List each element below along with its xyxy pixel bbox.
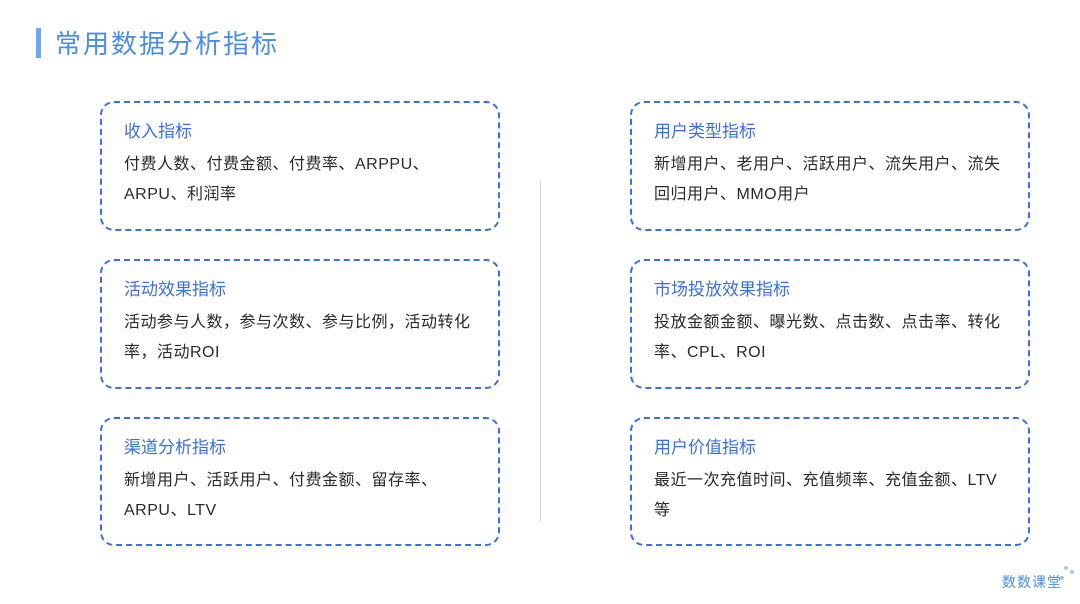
card-title: 用户类型指标 bbox=[654, 117, 1006, 142]
brand-logo: 数数课堂 bbox=[1002, 572, 1062, 592]
card-body: 投放金额金额、曝光数、点击数、点击率、转化率、CPL、ROI bbox=[654, 308, 1006, 369]
card-title: 收入指标 bbox=[124, 117, 476, 142]
title-accent bbox=[36, 28, 41, 58]
card-body: 新增用户、老用户、活跃用户、流失用户、流失回归用户、MMO用户 bbox=[654, 150, 1006, 211]
card-title: 用户价值指标 bbox=[654, 433, 1006, 458]
card-revenue: 收入指标 付费人数、付费金额、付费率、ARPPU、ARPU、利润率 bbox=[100, 101, 500, 231]
card-activity: 活动效果指标 活动参与人数，参与次数、参与比例，活动转化率，活动ROI bbox=[100, 259, 500, 389]
card-user-type: 用户类型指标 新增用户、老用户、活跃用户、流失用户、流失回归用户、MMO用户 bbox=[630, 101, 1030, 231]
card-channel: 渠道分析指标 新增用户、活跃用户、付费金额、留存率、ARPU、LTV bbox=[100, 417, 500, 547]
card-body: 最近一次充值时间、充值频率、充值金额、LTV等 bbox=[654, 466, 1006, 527]
card-body: 付费人数、付费金额、付费率、ARPPU、ARPU、利润率 bbox=[124, 150, 476, 211]
card-user-value: 用户价值指标 最近一次充值时间、充值频率、充值金额、LTV等 bbox=[630, 417, 1030, 547]
card-body: 活动参与人数，参与次数、参与比例，活动转化率，活动ROI bbox=[124, 308, 476, 369]
right-column: 用户类型指标 新增用户、老用户、活跃用户、流失用户、流失回归用户、MMO用户 市… bbox=[630, 101, 1030, 546]
content-area: 收入指标 付费人数、付费金额、付费率、ARPPU、ARPU、利润率 活动效果指标… bbox=[0, 61, 1080, 546]
card-market: 市场投放效果指标 投放金额金额、曝光数、点击数、点击率、转化率、CPL、ROI bbox=[630, 259, 1030, 389]
page-title: 常用数据分析指标 bbox=[55, 24, 279, 61]
card-title: 市场投放效果指标 bbox=[654, 275, 1006, 300]
left-column: 收入指标 付费人数、付费金额、付费率、ARPPU、ARPU、利润率 活动效果指标… bbox=[100, 101, 500, 546]
card-title: 活动效果指标 bbox=[124, 275, 476, 300]
card-body: 新增用户、活跃用户、付费金额、留存率、ARPU、LTV bbox=[124, 466, 476, 527]
title-bar: 常用数据分析指标 bbox=[0, 0, 1080, 61]
vertical-divider bbox=[540, 181, 541, 521]
card-title: 渠道分析指标 bbox=[124, 433, 476, 458]
